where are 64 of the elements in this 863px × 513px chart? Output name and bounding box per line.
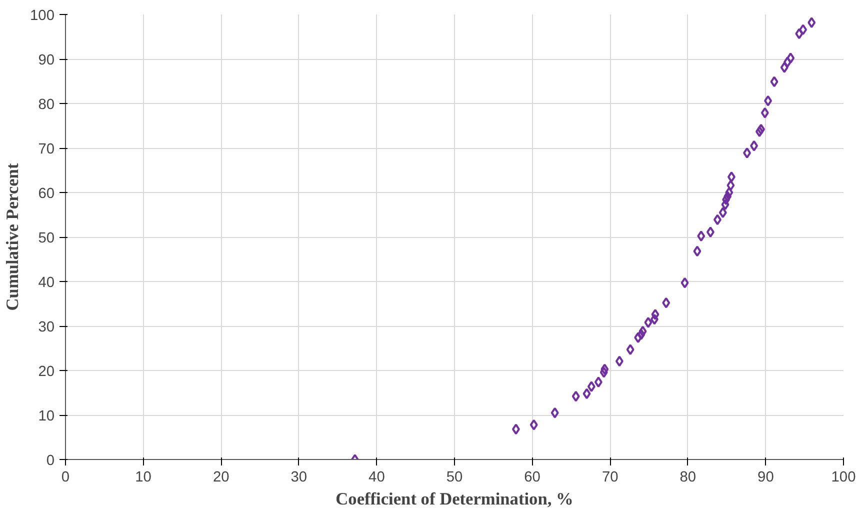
- point: [743, 147, 752, 158]
- point: [600, 364, 609, 375]
- point: [786, 52, 795, 64]
- x-tick-label: 60: [524, 470, 540, 486]
- y-tick-label: 30: [38, 320, 55, 336]
- point: [755, 126, 764, 138]
- y-tick-label: 100: [30, 8, 55, 24]
- point: [550, 407, 559, 418]
- point: [726, 180, 735, 191]
- y-tick-label: 0: [46, 453, 55, 469]
- point: [693, 246, 702, 257]
- y-tick-label: 70: [38, 142, 55, 158]
- point: [770, 76, 778, 88]
- x-tick-label: 50: [446, 470, 463, 486]
- point: [727, 171, 736, 182]
- x-tick-label: 100: [831, 470, 856, 486]
- point: [594, 376, 602, 388]
- y-tick-label: 50: [38, 230, 55, 246]
- x-tick-label: 90: [758, 470, 774, 486]
- y-tick-label: 10: [38, 408, 55, 424]
- x-axis-title: Coefficient of Determination, %: [336, 490, 574, 508]
- point: [795, 28, 804, 40]
- point: [530, 419, 538, 430]
- y-tick-label: 80: [38, 97, 55, 113]
- point: [651, 308, 660, 320]
- x-tick-label: 70: [602, 470, 618, 486]
- y-tick-label: 90: [38, 52, 55, 68]
- point: [626, 344, 634, 356]
- x-tick-label: 0: [61, 470, 70, 486]
- x-tick-label: 30: [290, 470, 308, 486]
- point: [644, 316, 652, 328]
- point: [799, 24, 808, 36]
- point: [764, 95, 772, 106]
- y-tick-label: 60: [38, 186, 55, 202]
- point: [662, 297, 670, 308]
- point: [750, 140, 758, 152]
- point: [757, 124, 766, 135]
- x-tick-label: 20: [212, 470, 230, 486]
- point: [725, 187, 734, 198]
- point: [600, 366, 608, 378]
- point: [615, 356, 624, 367]
- x-tick-label: 80: [680, 470, 696, 486]
- point: [680, 277, 689, 288]
- point: [780, 62, 788, 73]
- point: [808, 17, 816, 28]
- point: [721, 199, 730, 210]
- point: [587, 381, 596, 392]
- point: [638, 326, 647, 337]
- point: [760, 107, 769, 118]
- x-tick-label: 10: [135, 470, 152, 486]
- point: [713, 214, 722, 226]
- point: [718, 207, 727, 218]
- y-tick-label: 40: [38, 275, 55, 291]
- point: [706, 226, 714, 238]
- point: [582, 388, 591, 400]
- y-tick-label: 20: [38, 364, 55, 380]
- point: [697, 230, 706, 242]
- point: [650, 314, 658, 325]
- x-tick-label: 40: [368, 470, 385, 486]
- point: [634, 332, 642, 344]
- point: [572, 390, 580, 402]
- point: [512, 424, 520, 435]
- y-axis-title: Cumulative Percent: [3, 163, 22, 311]
- point: [783, 56, 792, 68]
